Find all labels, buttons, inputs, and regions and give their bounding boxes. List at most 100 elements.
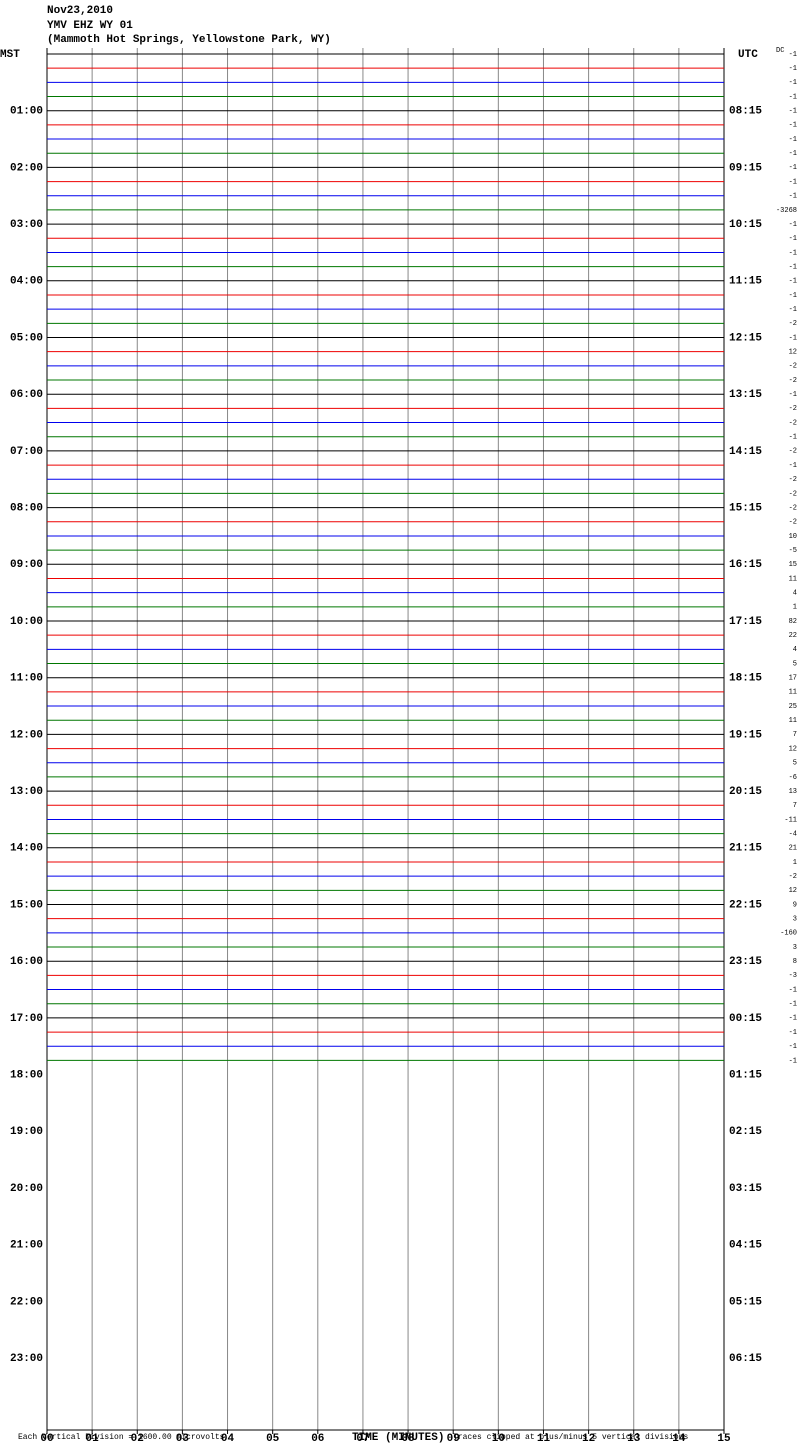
mst-label: 08:00: [10, 503, 43, 515]
right-axis-title: UTC: [738, 49, 758, 61]
mst-label: 21:00: [10, 1240, 43, 1252]
utc-label: 08:15: [729, 106, 762, 118]
dc-offset: -1: [789, 235, 797, 243]
dc-offset: -1: [789, 263, 797, 271]
mst-label: 03:00: [10, 219, 43, 231]
dc-offset: -11: [784, 816, 797, 824]
dc-offset: -1: [789, 150, 797, 158]
clip-note: Traces clipped at plus/minus 5 vertical …: [453, 1433, 688, 1442]
dc-offset: -1: [789, 249, 797, 257]
x-tick-label: 00: [40, 1433, 53, 1444]
x-tick-label: 13: [627, 1433, 641, 1444]
utc-label: 00:15: [729, 1013, 762, 1025]
dc-offset: 11: [789, 717, 797, 725]
dc-offset: 11: [789, 689, 797, 697]
x-tick-label: 15: [717, 1433, 731, 1444]
dc-offset: -1: [789, 292, 797, 300]
dc-offset: 13: [789, 788, 797, 796]
dc-offset: -1: [789, 334, 797, 342]
dc-offset: -2: [789, 504, 797, 512]
mst-label: 19:00: [10, 1126, 43, 1138]
dc-offset: -1: [789, 79, 797, 87]
x-tick-label: 07: [356, 1433, 369, 1444]
dc-offset: 17: [789, 675, 797, 683]
dc-offset: -160: [780, 930, 797, 938]
dc-offset: -2: [789, 419, 797, 427]
mst-label: 04:00: [10, 276, 43, 288]
x-tick-label: 03: [176, 1433, 190, 1444]
dc-offset: -1: [789, 1015, 797, 1023]
dc-offset: -1: [789, 1043, 797, 1051]
mst-label: 05:00: [10, 332, 43, 344]
dc-offset: -2: [789, 363, 797, 371]
date: Nov23,2010: [47, 5, 113, 17]
utc-label: 13:15: [729, 389, 762, 401]
dc-offset: 4: [793, 589, 797, 597]
dc-offset: -1: [789, 1057, 797, 1065]
dc-offset: -1: [789, 434, 797, 442]
utc-label: 16:15: [729, 559, 762, 571]
x-tick-label: 10: [492, 1433, 505, 1444]
dc-offset: -1: [789, 178, 797, 186]
mst-label: 09:00: [10, 559, 43, 571]
mst-label: 11:00: [10, 673, 43, 685]
utc-label: 21:15: [729, 843, 762, 855]
mst-label: 22:00: [10, 1296, 43, 1308]
dc-offset: 7: [793, 731, 797, 739]
dc-offset: -2: [789, 476, 797, 484]
dc-offset: 1: [793, 604, 797, 612]
dc-offset: -1: [789, 65, 797, 73]
dc-offset: -1: [789, 306, 797, 314]
dc-offset: -1: [789, 221, 797, 229]
utc-label: 17:15: [729, 616, 762, 628]
dc-offset: -1: [789, 164, 797, 172]
x-tick-label: 14: [672, 1433, 686, 1444]
dc-offset: -1: [789, 1001, 797, 1009]
x-tick-label: 05: [266, 1433, 280, 1444]
dc-offset: 8: [793, 958, 797, 966]
mst-label: 06:00: [10, 389, 43, 401]
dc-offset: 5: [793, 660, 797, 668]
mst-label: 16:00: [10, 956, 43, 968]
mst-label: 10:00: [10, 616, 43, 628]
mst-label: 07:00: [10, 446, 43, 458]
dc-offset: 3: [793, 944, 797, 952]
dc-offset: -1: [789, 462, 797, 470]
dc-offset: -1: [789, 122, 797, 130]
utc-label: 15:15: [729, 503, 762, 515]
utc-label: 04:15: [729, 1240, 762, 1252]
utc-label: 02:15: [729, 1126, 762, 1138]
station: YMV EHZ WY 01: [47, 20, 133, 32]
dc-offset: 22: [789, 632, 797, 640]
mst-label: 20:00: [10, 1183, 43, 1195]
dc-offset: -3: [789, 972, 797, 980]
utc-label: 20:15: [729, 786, 762, 798]
dc-offset: 11: [789, 575, 797, 583]
dc-offset: 12: [789, 887, 797, 895]
dc-offset: 7: [793, 802, 797, 810]
dc-offset: -1: [789, 391, 797, 399]
x-tick-label: 02: [131, 1433, 144, 1444]
dc-offset: -2: [789, 490, 797, 498]
dc-offset: 4: [793, 646, 797, 654]
x-tick-label: 01: [86, 1433, 100, 1444]
utc-label: 05:15: [729, 1296, 762, 1308]
dc-offset: -1: [789, 278, 797, 286]
utc-label: 03:15: [729, 1183, 762, 1195]
dc-offset: -1: [789, 1029, 797, 1037]
mst-label: 13:00: [10, 786, 43, 798]
utc-label: 22:15: [729, 899, 762, 911]
mst-label: 14:00: [10, 843, 43, 855]
x-tick-label: 09: [447, 1433, 460, 1444]
mst-label: 12:00: [10, 729, 43, 741]
dc-offset: -1: [789, 986, 797, 994]
utc-label: 23:15: [729, 956, 762, 968]
mst-label: 17:00: [10, 1013, 43, 1025]
dc-offset: 1: [793, 859, 797, 867]
dc-offset: 5: [793, 760, 797, 768]
mst-label: 01:00: [10, 106, 43, 118]
dc-offset: -2: [789, 873, 797, 881]
dc-offset: -1: [789, 93, 797, 101]
x-tick-label: 04: [221, 1433, 235, 1444]
